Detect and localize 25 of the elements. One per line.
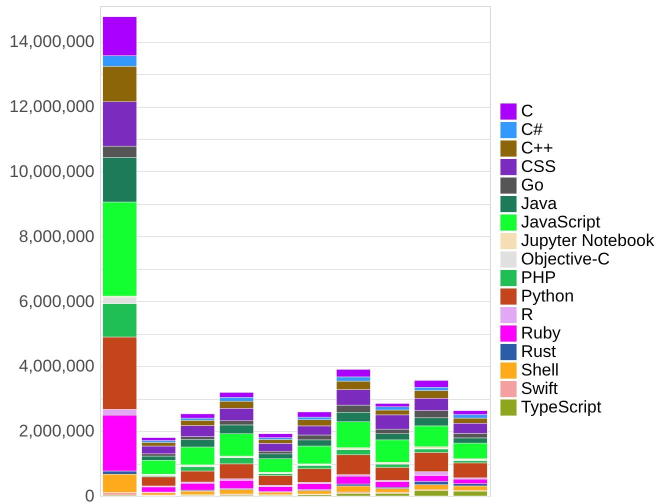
legend-label: Objective-C bbox=[521, 250, 610, 268]
y-tick-label: 8,000,000 bbox=[18, 226, 94, 246]
y-tick-label: 12,000,000 bbox=[9, 97, 94, 116]
legend-label: JavaScript bbox=[521, 212, 601, 232]
y-tick-label: 6,000,000 bbox=[18, 292, 94, 311]
y-tick-label: 0 bbox=[85, 486, 94, 503]
legend-label: C bbox=[521, 102, 534, 120]
legend-label: C++ bbox=[521, 138, 554, 158]
legend-label: Go bbox=[521, 176, 544, 194]
legend-label: TypeScript bbox=[521, 398, 602, 416]
legend-label: Shell bbox=[521, 360, 559, 380]
y-tick-label: 2,000,000 bbox=[18, 422, 94, 441]
legend-label: C# bbox=[521, 120, 544, 139]
y-tick-label: 14,000,000 bbox=[9, 32, 94, 52]
legend-label: Rust bbox=[521, 342, 556, 361]
legend-label: Swift bbox=[521, 379, 558, 398]
legend-label: Python bbox=[521, 286, 574, 306]
legend-label: Jupyter Notebook bbox=[521, 231, 655, 250]
legend-label: CSS bbox=[521, 157, 556, 176]
y-tick-label: 10,000,000 bbox=[9, 162, 94, 181]
y-tick-label: 4,000,000 bbox=[18, 356, 94, 376]
legend-label: PHP bbox=[521, 268, 556, 287]
legend-label: R bbox=[521, 305, 534, 324]
legend-label: Ruby bbox=[521, 324, 562, 342]
legend-label: Java bbox=[521, 194, 558, 213]
